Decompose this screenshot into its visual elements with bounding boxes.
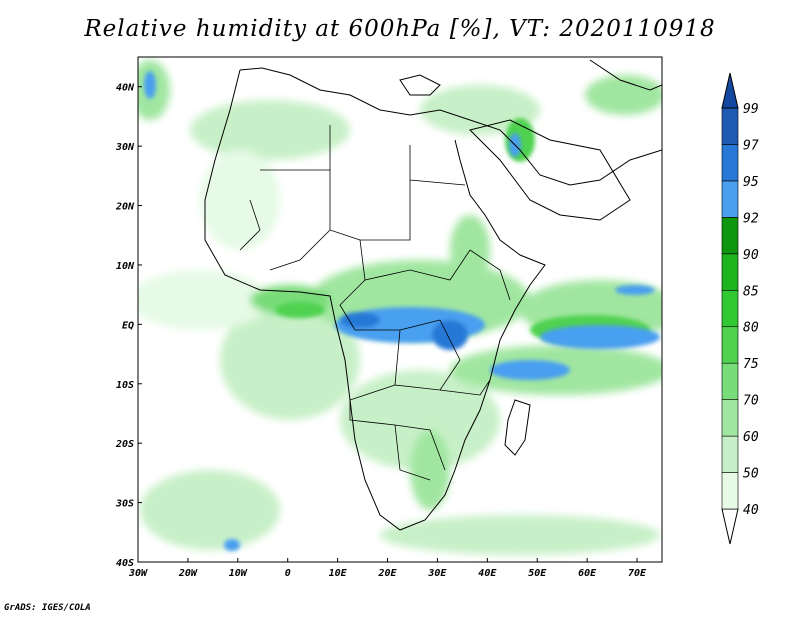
lon-tick-label: 60E <box>578 568 597 579</box>
colorbar-segment <box>721 253 739 291</box>
humidity-field <box>138 60 662 555</box>
lat-tick-label: 20N <box>115 202 135 213</box>
credit-label: GrADS: IGES/COLA <box>4 603 91 613</box>
colorbar-label: 60 <box>743 430 759 445</box>
latitude-axis: 40N 30N 20N 10N EQ 10S 20S 30S 40S <box>115 83 142 569</box>
colorbar-segment <box>721 180 739 218</box>
colorbar: 40 50 60 70 75 80 85 90 92 95 97 99 <box>721 72 759 545</box>
colorbar-label: 95 <box>743 175 759 190</box>
colorbar-label: 90 <box>743 248 759 263</box>
lat-tick-label: 20S <box>115 439 134 450</box>
lon-tick-label: 10W <box>229 568 248 579</box>
lat-tick-label: 30N <box>115 142 135 153</box>
lon-tick-label: 20E <box>377 568 397 579</box>
lon-tick-label: 70E <box>628 568 647 579</box>
colorbar-segment <box>721 144 739 182</box>
map-plot-area <box>137 56 663 563</box>
coastlines <box>204 59 662 531</box>
colorbar-segment <box>721 217 739 255</box>
lat-tick-label: 30S <box>115 499 134 510</box>
colorbar-segment <box>721 472 739 510</box>
colorbar-segment <box>721 435 739 473</box>
colorbar-label: 50 <box>743 467 759 482</box>
lon-tick-label: 30W <box>128 568 148 579</box>
colorbar-label: 80 <box>743 321 759 336</box>
colorbar-segment <box>721 289 739 328</box>
lon-tick-label: 0 <box>285 568 291 579</box>
lat-tick-label: EQ <box>122 320 134 331</box>
colorbar-label: 70 <box>743 394 759 409</box>
lat-tick-label: 10S <box>116 380 134 391</box>
colorbar-segment <box>721 399 739 437</box>
map-frame <box>137 56 663 563</box>
lon-tick-label: 20W <box>178 568 198 579</box>
colorbar-segment <box>721 107 739 145</box>
colorbar-label: 97 <box>743 138 759 153</box>
lat-tick-label: 10N <box>116 261 135 272</box>
colorbar-label: 40 <box>743 503 759 518</box>
lon-tick-label: 40E <box>478 568 497 579</box>
colorbar-segment <box>721 362 739 400</box>
country-borders <box>239 125 511 481</box>
colorbar-lower-triangle <box>721 508 739 545</box>
lon-tick-label: 10E <box>329 568 348 579</box>
chart-title: Relative humidity at 600hPa [%], VT: 202… <box>84 16 716 42</box>
colorbar-label: 75 <box>743 357 759 372</box>
lat-tick-label: 40S <box>116 558 134 569</box>
lat-tick-label: 40N <box>116 83 135 94</box>
colorbar-label: 85 <box>743 284 759 299</box>
colorbar-upper-triangle <box>721 72 739 109</box>
lon-tick-label: 30E <box>427 568 447 579</box>
lon-tick-label: 50E <box>528 568 547 579</box>
colorbar-label: 92 <box>743 211 759 226</box>
longitude-axis: 30W 20W 10W 0 10E 20E 30E 40E 50E 60E 70E <box>128 558 647 579</box>
colorbar-label: 99 <box>743 102 759 117</box>
colorbar-segment <box>721 326 739 364</box>
